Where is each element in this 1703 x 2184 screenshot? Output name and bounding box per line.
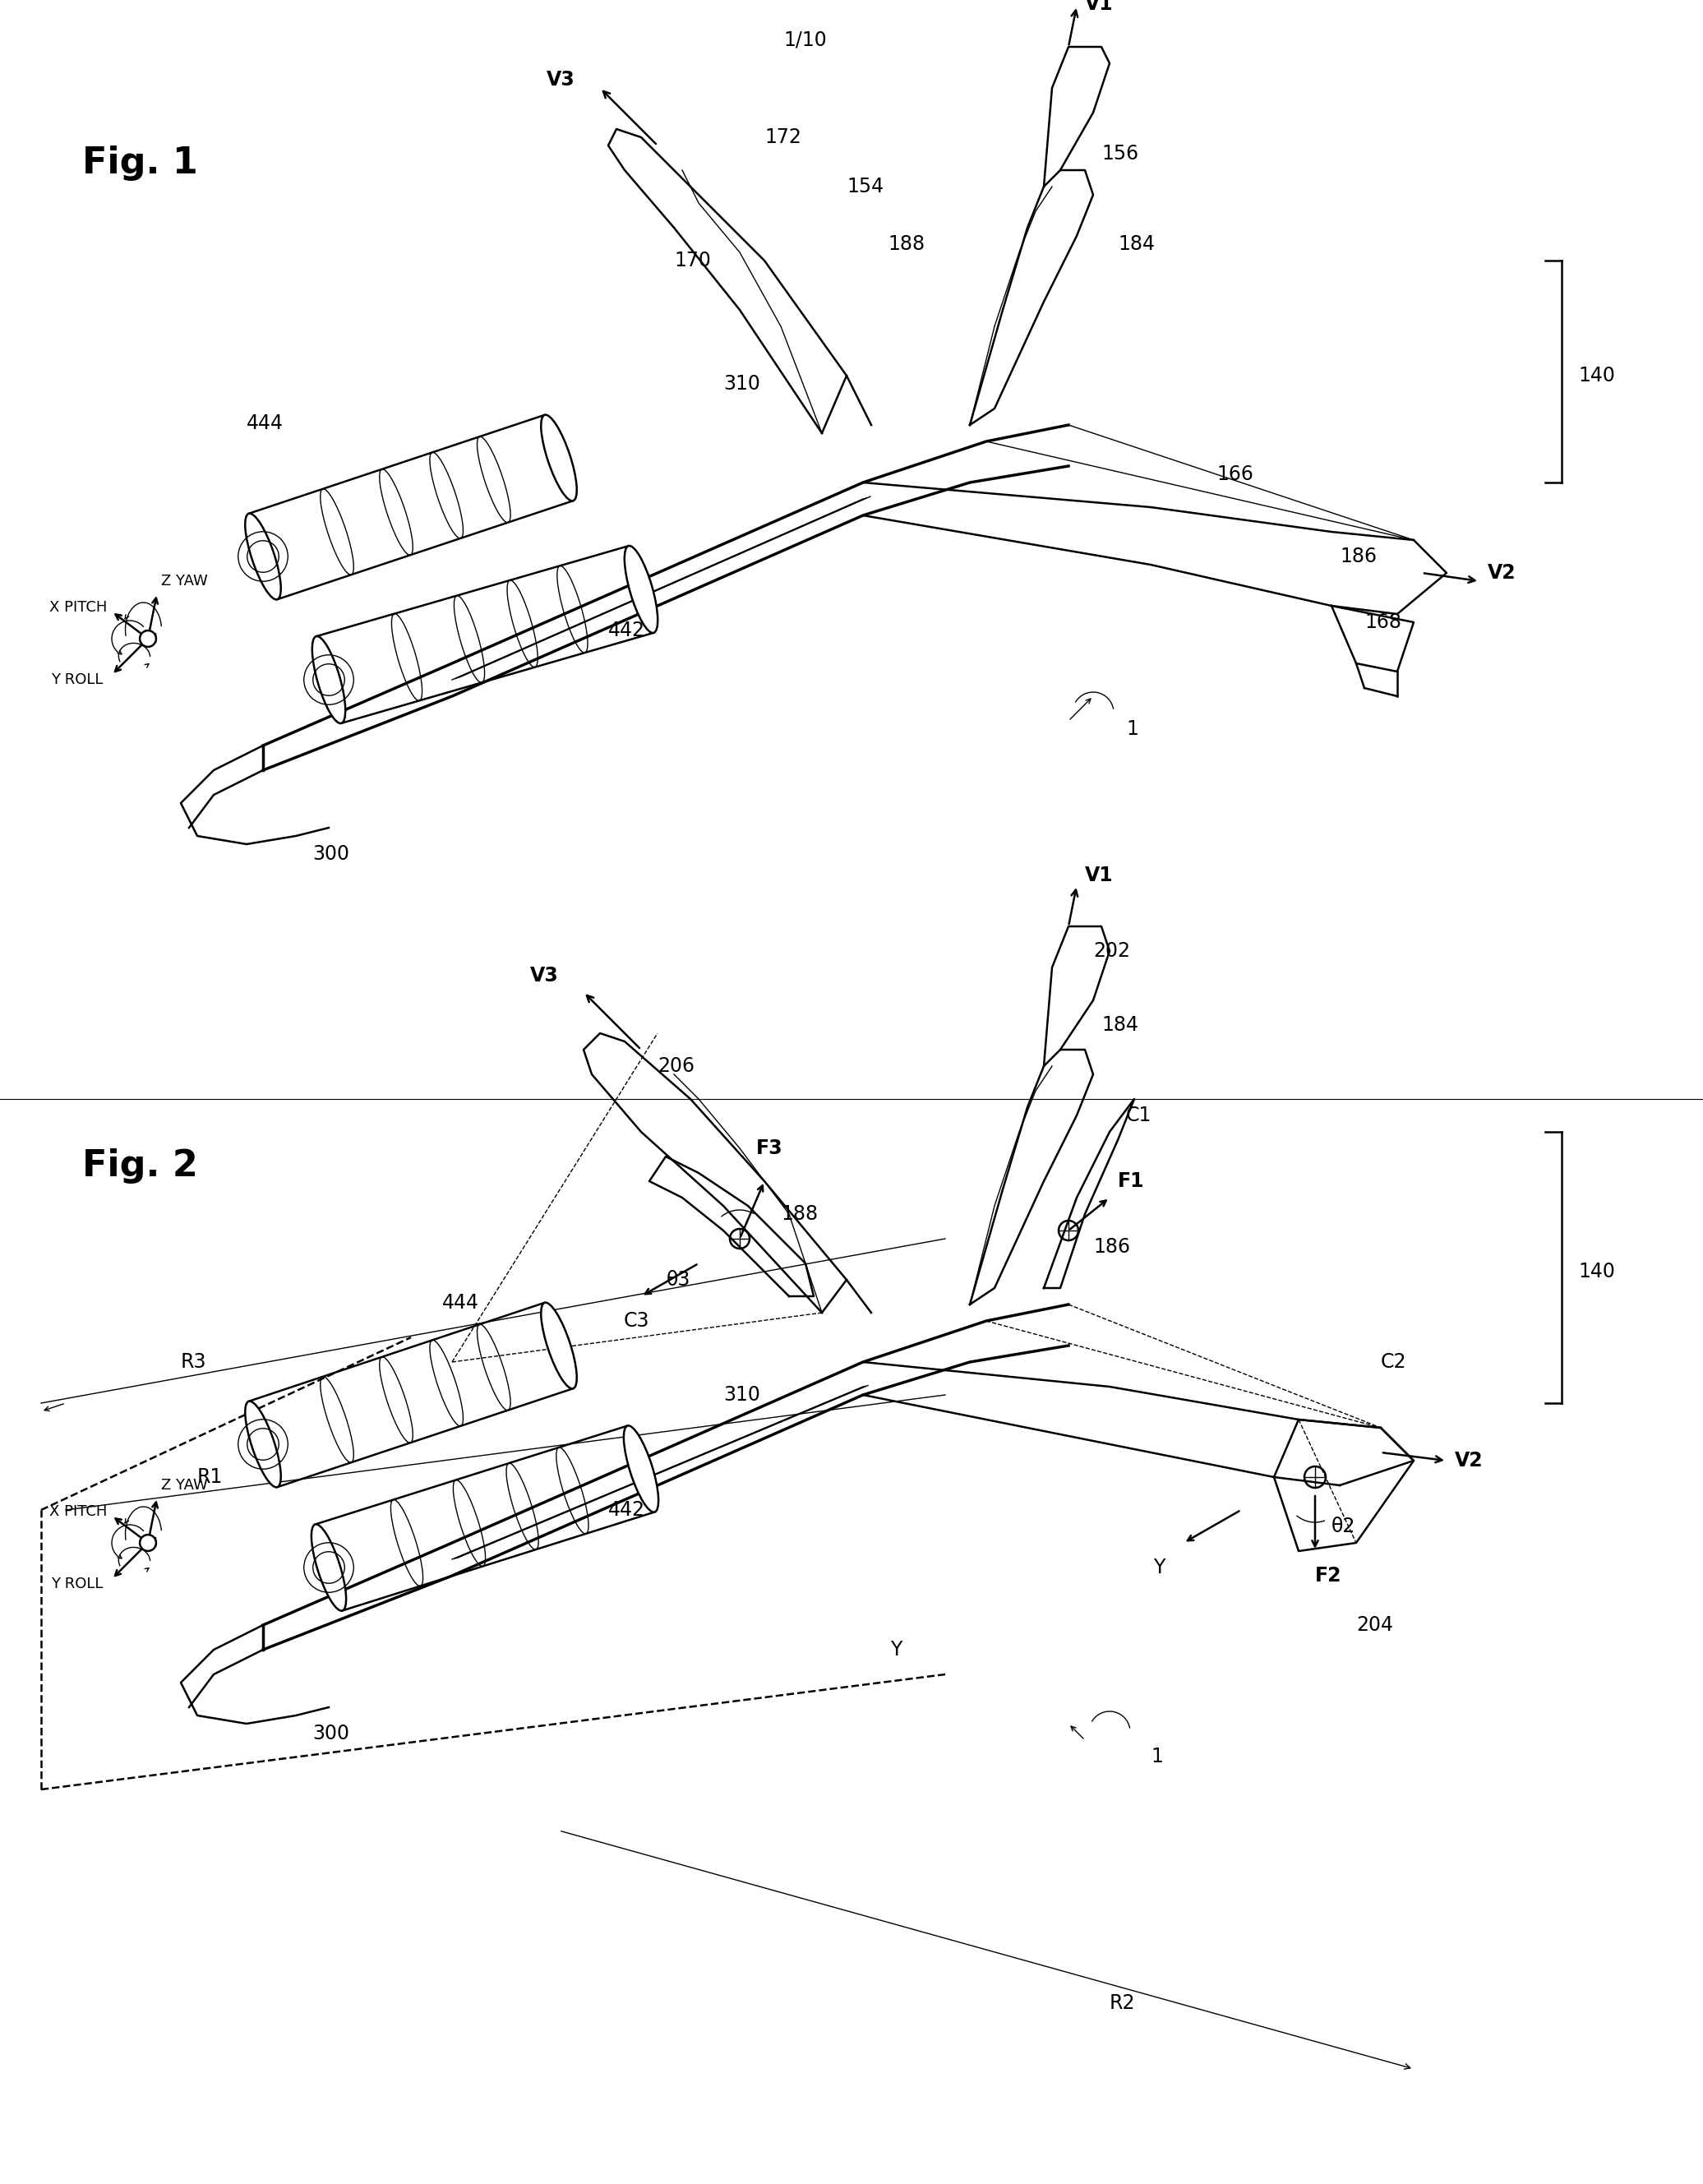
Text: 204: 204	[1356, 1616, 1393, 1636]
Text: F1: F1	[1117, 1171, 1144, 1190]
Text: V1: V1	[1085, 865, 1114, 885]
Text: 170: 170	[674, 251, 710, 271]
Text: V2: V2	[1488, 563, 1516, 583]
Text: V3: V3	[547, 70, 576, 90]
Text: 442: 442	[608, 620, 645, 640]
Text: X PITCH: X PITCH	[49, 601, 107, 614]
Text: 300: 300	[312, 1723, 349, 1743]
Text: Y ROLL: Y ROLL	[51, 673, 102, 686]
Text: CM: CM	[138, 1538, 158, 1548]
Text: 184: 184	[1102, 1016, 1138, 1035]
Text: R2: R2	[1110, 1994, 1136, 2014]
Ellipse shape	[542, 1302, 577, 1389]
Text: X PITCH: X PITCH	[49, 1505, 107, 1518]
Text: 202: 202	[1093, 941, 1131, 961]
Text: C1: C1	[1126, 1105, 1151, 1125]
Ellipse shape	[625, 546, 657, 633]
Ellipse shape	[312, 636, 346, 723]
Text: 184: 184	[1117, 234, 1155, 253]
Text: 186: 186	[1340, 546, 1376, 566]
Text: CM: CM	[138, 633, 158, 644]
Text: F2: F2	[1315, 1566, 1342, 1586]
Text: 206: 206	[657, 1057, 695, 1077]
Text: Y: Y	[1153, 1557, 1165, 1577]
Text: 1: 1	[1126, 719, 1138, 738]
Text: V2: V2	[1454, 1450, 1483, 1470]
Text: 300: 300	[312, 845, 349, 865]
Text: 442: 442	[608, 1500, 645, 1520]
Text: 310: 310	[724, 373, 760, 393]
Text: 154: 154	[846, 177, 884, 197]
Text: 156: 156	[1102, 144, 1138, 164]
Text: R3: R3	[181, 1352, 206, 1372]
Circle shape	[140, 1535, 157, 1551]
Text: θ3: θ3	[666, 1269, 690, 1291]
Ellipse shape	[623, 1426, 659, 1511]
Ellipse shape	[245, 1402, 281, 1487]
Text: F3: F3	[756, 1138, 783, 1158]
Text: 188: 188	[780, 1203, 817, 1223]
Text: C2: C2	[1381, 1352, 1407, 1372]
Text: 140: 140	[1579, 1262, 1614, 1282]
Ellipse shape	[245, 513, 281, 601]
Text: 1/10: 1/10	[783, 31, 828, 50]
Text: Y ROLL: Y ROLL	[51, 1577, 102, 1590]
Text: C3: C3	[623, 1310, 649, 1330]
Text: V3: V3	[530, 965, 559, 985]
Text: 310: 310	[724, 1385, 760, 1404]
Text: Fig. 1: Fig. 1	[82, 146, 198, 181]
Text: R1: R1	[198, 1468, 223, 1487]
Text: 140: 140	[1579, 365, 1614, 387]
Text: Y: Y	[891, 1640, 903, 1660]
Ellipse shape	[542, 415, 577, 500]
Text: 188: 188	[887, 234, 925, 253]
Circle shape	[140, 631, 157, 646]
Text: Z YAW: Z YAW	[162, 574, 208, 590]
Text: V1: V1	[1085, 0, 1114, 13]
Text: 172: 172	[765, 127, 800, 146]
Text: θ2: θ2	[1332, 1516, 1356, 1535]
Text: Fig. 2: Fig. 2	[82, 1149, 198, 1184]
Text: 1: 1	[1151, 1747, 1163, 1767]
Text: 444: 444	[441, 1293, 479, 1313]
Ellipse shape	[312, 1524, 346, 1612]
Text: 168: 168	[1364, 612, 1402, 631]
Text: 166: 166	[1216, 465, 1253, 485]
Text: 186: 186	[1093, 1236, 1131, 1256]
Text: Z YAW: Z YAW	[162, 1479, 208, 1494]
Text: 444: 444	[247, 413, 284, 432]
